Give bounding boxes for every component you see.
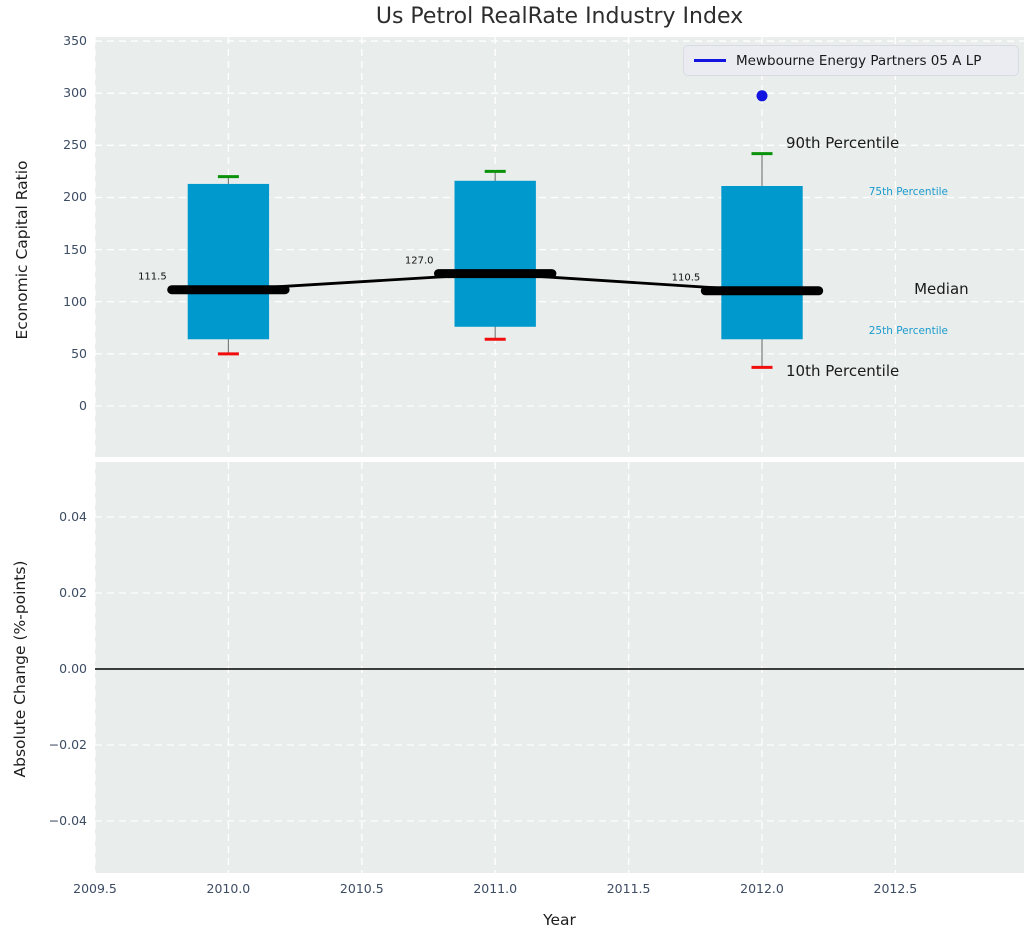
iqr-box <box>721 186 803 340</box>
annotation-90th-percentile: 90th Percentile <box>786 134 900 153</box>
annotation-median: Median <box>914 280 969 299</box>
x-tick-label: 2012.5 <box>873 881 918 896</box>
median-value-label: 110.5 <box>671 272 701 284</box>
top-y-tick-label: 50 <box>71 345 87 361</box>
x-tick-label: 2011.0 <box>473 881 518 896</box>
annotation-25th-percentile: 25th Percentile <box>868 324 948 337</box>
legend-line-swatch <box>694 59 726 62</box>
top-y-tick-label: 200 <box>63 189 87 205</box>
bottom-y-tick-label: 0.00 <box>59 661 87 676</box>
x-tick-label: 2009.5 <box>73 881 117 896</box>
annotation-10th-percentile: 10th Percentile <box>786 361 900 380</box>
x-tick-label: 2012.0 <box>740 881 784 896</box>
bottom-y-tick-label: 0.02 <box>59 584 87 600</box>
iqr-box <box>187 183 270 340</box>
iqr-box <box>454 180 536 327</box>
x-axis-label: Year <box>543 911 576 929</box>
bottom-y-tick-label: −0.02 <box>48 737 87 752</box>
top-y-tick-label: 100 <box>63 293 87 309</box>
annotation-75th-percentile: 75th Percentile <box>868 186 948 199</box>
bottom-axes-background <box>95 462 1024 873</box>
x-tick-label: 2010.5 <box>339 881 384 896</box>
median-value-label: 127.0 <box>404 255 434 267</box>
bottom-y-tick-label: −0.04 <box>48 813 87 828</box>
chart-title: Us Petrol RealRate Industry Index <box>375 4 744 29</box>
x-tick-label: 2011.5 <box>606 881 651 896</box>
top-y-tick-label: 300 <box>63 85 87 101</box>
x-tick-label: 2010.0 <box>206 881 251 896</box>
median-value-label: 111.5 <box>138 271 167 283</box>
legend: Mewbourne Energy Partners 05 A LP <box>683 45 1019 76</box>
legend-label: Mewbourne Energy Partners 05 A LP <box>736 52 982 69</box>
top-y-tick-label: 0 <box>79 398 87 413</box>
top-y-tick-label: 250 <box>63 137 87 153</box>
top-y-tick-label: 350 <box>63 33 87 49</box>
bottom-y-tick-label: 0.04 <box>59 508 87 524</box>
top-y-tick-label: 150 <box>63 241 87 257</box>
entity-point <box>756 90 768 102</box>
